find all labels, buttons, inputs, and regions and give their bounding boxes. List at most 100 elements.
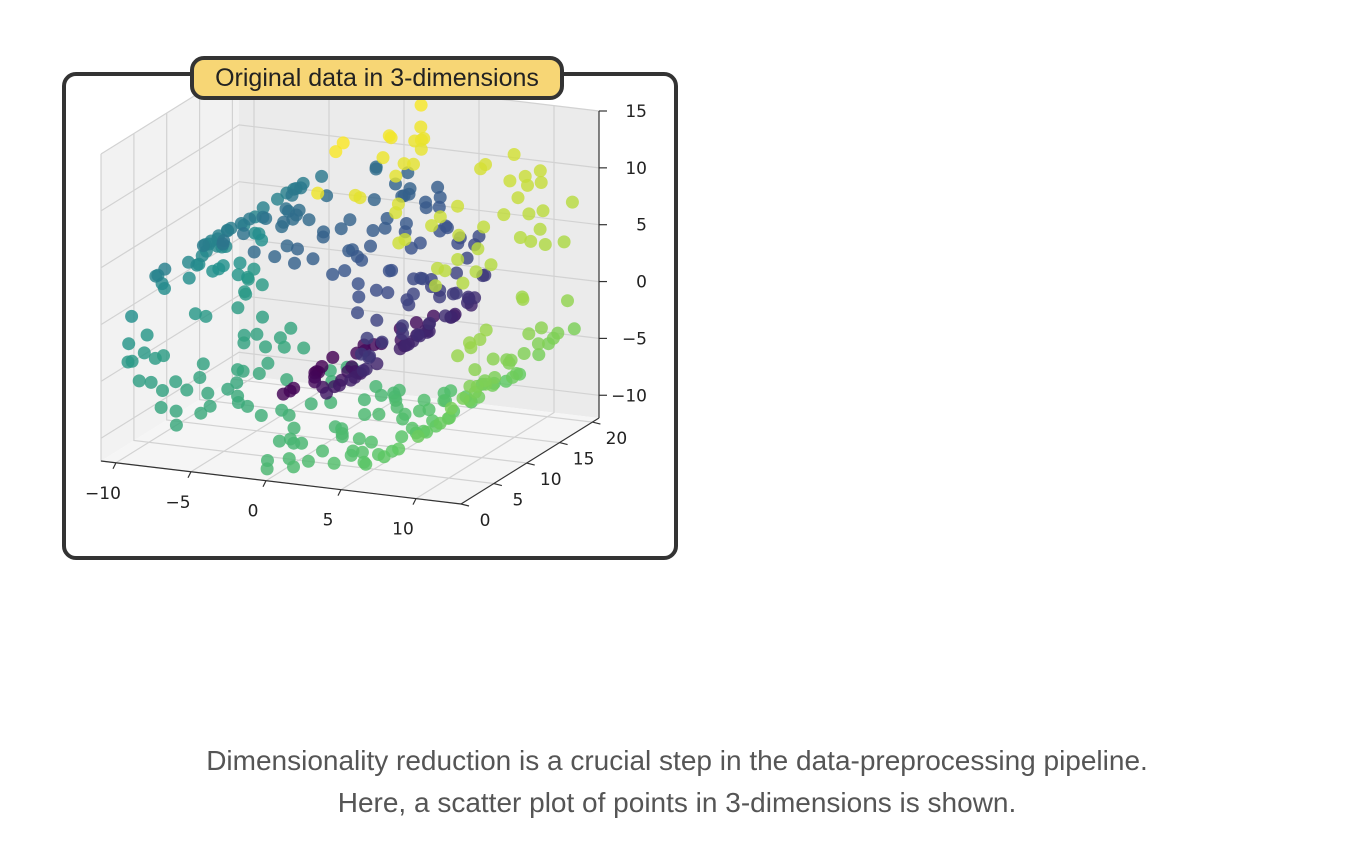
x-tick-label: −10	[85, 484, 121, 504]
data-point	[121, 355, 135, 369]
data-point	[364, 239, 377, 253]
data-point	[326, 350, 340, 364]
data-point	[193, 371, 207, 384]
data-point	[413, 404, 426, 418]
data-point	[367, 193, 381, 207]
x-tick	[337, 489, 342, 496]
data-point	[248, 226, 262, 240]
data-point	[503, 174, 517, 188]
data-point	[302, 213, 316, 227]
data-point	[335, 430, 349, 444]
data-point	[327, 456, 341, 470]
z-tick-label: 15	[625, 102, 647, 122]
caption-line-2: Here, a scatter plot of points in 3-dime…	[337, 787, 1017, 818]
data-point	[400, 293, 414, 307]
data-point	[377, 450, 391, 464]
data-point	[234, 217, 248, 230]
data-point	[382, 264, 396, 278]
data-point	[522, 327, 536, 341]
data-point	[479, 323, 493, 337]
data-point	[344, 373, 358, 387]
data-point	[370, 313, 384, 327]
data-point	[414, 98, 428, 112]
data-point	[332, 378, 346, 392]
data-point	[320, 386, 333, 400]
data-point	[399, 338, 413, 352]
y-gridline	[133, 133, 494, 485]
data-point	[297, 341, 311, 355]
z-tick-label: −10	[611, 386, 647, 406]
data-point	[316, 230, 330, 244]
data-point	[122, 337, 136, 351]
data-point	[360, 331, 374, 345]
data-point	[533, 222, 547, 236]
z-gridline	[100, 181, 600, 269]
z-tick-label: 5	[636, 216, 647, 236]
data-point	[438, 309, 452, 323]
data-point	[316, 444, 329, 458]
data-point	[396, 412, 410, 426]
z-tick-label: 0	[636, 273, 647, 293]
data-point	[233, 256, 247, 270]
data-point	[369, 162, 383, 176]
data-point	[196, 357, 210, 371]
z-tick-label: −5	[622, 329, 647, 349]
data-point	[534, 176, 548, 189]
data-point	[357, 393, 371, 407]
data-point	[507, 148, 521, 161]
data-point	[433, 210, 447, 224]
data-point	[231, 268, 245, 282]
data-point	[532, 348, 546, 362]
caption: Dimensionality reduction is a crucial st…	[0, 740, 1354, 824]
data-point	[275, 220, 289, 234]
y-tick-label: 0	[480, 511, 491, 531]
data-point	[276, 387, 290, 401]
caption-line-1: Dimensionality reduction is a crucial st…	[206, 745, 1148, 776]
data-point	[521, 178, 534, 192]
data-point	[352, 432, 366, 446]
data-point	[414, 120, 428, 134]
data-point	[419, 201, 433, 215]
data-point	[423, 316, 437, 330]
y-tick-label: 20	[606, 429, 628, 449]
figure-title: Original data in 3-dimensions	[190, 56, 564, 100]
data-point	[565, 195, 579, 209]
data-point	[221, 382, 235, 396]
data-point	[397, 157, 411, 171]
data-point	[195, 249, 209, 263]
y-tick	[460, 503, 470, 507]
data-point	[206, 264, 220, 278]
x-tick	[262, 480, 267, 487]
data-point	[557, 235, 571, 249]
data-point	[395, 430, 409, 444]
y-tick	[559, 441, 568, 446]
data-point	[280, 239, 294, 253]
data-point	[351, 277, 365, 291]
data-point	[497, 208, 511, 222]
data-point	[510, 367, 523, 380]
x-tick	[112, 462, 117, 470]
data-point	[376, 151, 390, 165]
data-point	[456, 391, 470, 405]
data-point	[358, 408, 372, 421]
data-point	[451, 349, 465, 363]
data-point	[203, 399, 217, 413]
data-point	[268, 250, 282, 264]
data-point	[280, 373, 294, 387]
y-gridline	[166, 113, 527, 464]
data-point	[463, 336, 476, 350]
data-point	[277, 340, 291, 354]
z-gridline	[100, 124, 600, 212]
data-point	[180, 383, 194, 397]
data-point	[431, 180, 445, 194]
data-point	[450, 266, 463, 280]
data-point	[533, 164, 547, 178]
data-point	[144, 375, 158, 389]
x-tick-label: −5	[165, 493, 190, 513]
data-point	[182, 271, 196, 285]
x-tick	[187, 471, 192, 479]
data-point	[488, 371, 502, 384]
y-tick	[493, 482, 503, 487]
data-point	[343, 213, 357, 227]
data-point	[169, 404, 183, 418]
